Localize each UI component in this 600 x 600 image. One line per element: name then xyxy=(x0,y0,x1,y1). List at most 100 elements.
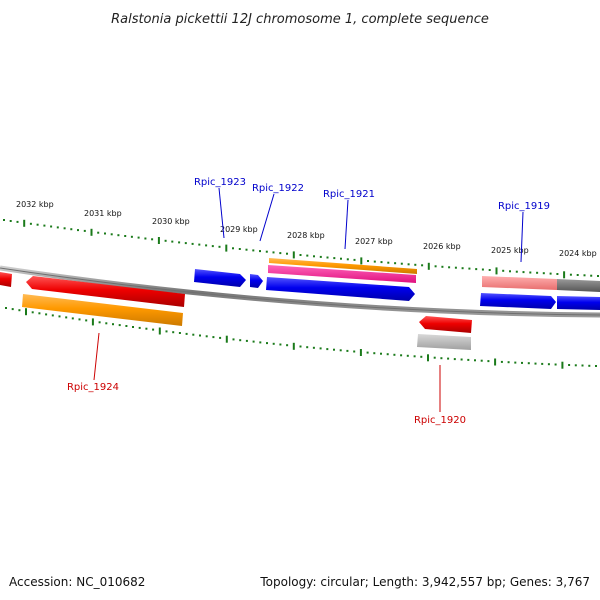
outer-minor-tick xyxy=(536,271,539,274)
inner-minor-tick xyxy=(219,336,222,339)
inner-minor-tick xyxy=(299,345,302,348)
gene-arrow-offscreen-right[interactable] xyxy=(557,296,600,310)
gene-label-rpic-1922[interactable]: Rpic_1922 xyxy=(252,183,304,194)
inner-minor-tick xyxy=(420,355,423,358)
outer-minor-tick xyxy=(77,229,79,232)
inner-minor-tick xyxy=(18,309,21,312)
inner-minor-tick xyxy=(172,331,175,334)
outer-minor-tick xyxy=(83,229,86,232)
inner-minor-tick xyxy=(574,364,577,367)
outer-minor-tick xyxy=(205,244,208,247)
inner-minor-tick xyxy=(319,347,322,350)
outer-minor-tick xyxy=(9,220,12,222)
outer-minor-tick xyxy=(265,250,268,253)
inner-minor-tick xyxy=(266,342,268,345)
outer-minor-tick xyxy=(346,258,349,261)
inner-minor-tick xyxy=(433,356,436,359)
gene-label-rpic-1920[interactable]: Rpic_1920 xyxy=(414,415,466,426)
misc-feature-rpic-1921[interactable] xyxy=(268,265,416,283)
outer-major-tick xyxy=(157,237,160,244)
inner-minor-tick xyxy=(71,317,74,320)
inner-minor-tick xyxy=(346,349,349,352)
inner-minor-tick xyxy=(212,336,215,339)
outer-minor-tick xyxy=(43,224,46,227)
gene-arrow-rpic-1924[interactable] xyxy=(26,276,185,307)
forward-strand-features xyxy=(194,258,600,310)
inner-major-tick xyxy=(25,308,27,316)
outer-minor-tick xyxy=(400,262,403,265)
gene-arrow-rpic-1919[interactable] xyxy=(480,293,556,309)
outer-minor-tick xyxy=(515,270,518,273)
inner-minor-tick xyxy=(595,365,597,367)
inner-minor-tick xyxy=(165,330,168,333)
leader-rpic-1919 xyxy=(520,211,524,263)
gene-feature-rpic-1924[interactable] xyxy=(22,294,183,326)
gene-feature-rpic-1921[interactable] xyxy=(269,258,417,274)
inner-minor-tick xyxy=(467,358,470,361)
inner-minor-tick xyxy=(45,313,48,316)
map-title: Ralstonia pickettii 12J chromosome 1, co… xyxy=(111,12,489,27)
gene-labels: Rpic_1923 Rpic_1922 Rpic_1921 Rpic_1919 … xyxy=(67,177,550,426)
inner-minor-tick xyxy=(326,348,329,351)
inner-minor-tick xyxy=(353,350,356,353)
leader-rpic-1922 xyxy=(259,193,275,242)
outer-minor-tick xyxy=(394,262,397,265)
inner-major-tick xyxy=(158,327,161,335)
outer-minor-tick xyxy=(171,240,174,243)
misc-feature-rpic-1920[interactable] xyxy=(417,334,471,350)
outer-minor-tick xyxy=(144,237,147,240)
inner-minor-tick xyxy=(534,362,537,365)
gene-arrow-rpic-1923[interactable] xyxy=(194,269,246,287)
inner-minor-tick xyxy=(568,364,571,366)
outer-minor-tick xyxy=(211,245,214,248)
inner-major-tick xyxy=(561,361,564,369)
inner-minor-tick xyxy=(272,342,275,345)
gene-arrow-rpic-1920[interactable] xyxy=(419,316,472,333)
misc-feature-rpic-1919-b[interactable] xyxy=(557,279,600,292)
outer-minor-tick xyxy=(117,234,120,237)
outer-minor-tick xyxy=(407,263,410,266)
topology-text: Topology: circular; Length: 3,942,557 bp… xyxy=(259,575,590,589)
misc-feature-rpic-1919-a[interactable] xyxy=(482,276,557,290)
inner-minor-tick xyxy=(373,352,376,355)
outer-minor-tick xyxy=(590,274,593,277)
outer-minor-tick xyxy=(164,239,167,242)
outer-minor-tick xyxy=(340,257,342,260)
outer-minor-tick xyxy=(414,263,417,266)
inner-minor-tick xyxy=(78,318,81,321)
inner-minor-tick xyxy=(205,335,208,338)
outer-major-tick xyxy=(360,257,363,265)
gene-label-rpic-1919[interactable]: Rpic_1919 xyxy=(498,201,550,212)
inner-tick-track xyxy=(5,307,597,369)
gene-arrow-rpic-1922[interactable] xyxy=(250,274,263,288)
inner-minor-tick xyxy=(138,326,141,329)
inner-minor-tick xyxy=(31,311,34,314)
inner-minor-tick xyxy=(245,339,248,342)
outer-minor-tick xyxy=(441,265,444,268)
inner-minor-tick xyxy=(178,332,181,334)
tick-label-2027: 2027 kbp xyxy=(355,237,393,246)
gene-label-rpic-1921[interactable]: Rpic_1921 xyxy=(323,189,375,200)
outer-minor-tick xyxy=(333,257,336,260)
outer-minor-tick xyxy=(178,241,181,244)
outer-minor-tick xyxy=(29,222,32,225)
inner-minor-tick xyxy=(118,324,121,327)
outer-minor-tick xyxy=(583,274,586,277)
outer-minor-tick xyxy=(286,252,288,255)
gene-arrow-rpic-1921[interactable] xyxy=(266,277,415,301)
inner-minor-tick xyxy=(588,364,591,367)
gene-arrow-offscreen-left[interactable] xyxy=(0,272,12,287)
inner-minor-tick xyxy=(333,348,335,351)
inner-minor-tick xyxy=(541,362,544,365)
gene-label-rpic-1923[interactable]: Rpic_1923 xyxy=(194,177,246,188)
outer-minor-tick xyxy=(529,271,532,274)
inner-minor-tick xyxy=(514,361,517,364)
outer-minor-tick xyxy=(373,260,376,263)
inner-major-tick xyxy=(225,335,228,343)
outer-minor-tick xyxy=(387,261,390,264)
gene-label-rpic-1924[interactable]: Rpic_1924 xyxy=(67,382,119,393)
outer-minor-tick xyxy=(421,264,424,267)
inner-minor-tick xyxy=(112,323,114,326)
